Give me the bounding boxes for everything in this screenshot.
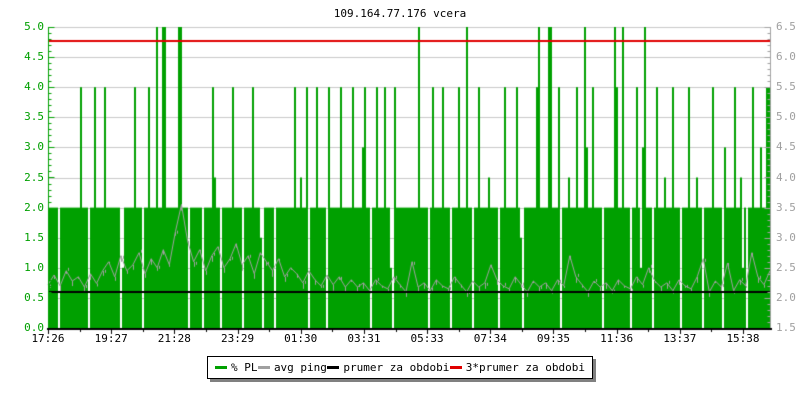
right-axis-tick-label: 3.0 xyxy=(776,230,796,244)
legend: % PL avg ping prumer za obdobi 3*prumer za … xyxy=(207,356,593,379)
left-axis-tick-label: 1.0 xyxy=(24,260,44,274)
x-axis-tick-label: 01:30 xyxy=(284,332,318,345)
left-axis-tick-label: 4.0 xyxy=(24,80,44,94)
legend-item: % PL xyxy=(215,361,258,374)
left-axis-tick-label: 5.0 xyxy=(24,20,44,33)
x-axis-tick-label: 13:37 xyxy=(663,332,697,345)
x-axis-tick-label: 17:26 xyxy=(31,332,65,345)
left-axis-tick-label: 3.5 xyxy=(24,110,44,124)
x-axis-tick-label: 23:29 xyxy=(220,332,255,345)
left-axis-tick-label: 2.0 xyxy=(24,200,44,214)
x-axis-tick-label: 09:35 xyxy=(536,332,571,345)
x-axis-tick-label: 03:31 xyxy=(347,332,381,345)
x-axis-tick-label: 19:27 xyxy=(94,332,128,345)
x-axis-tick-label: 15:38 xyxy=(726,332,760,345)
legend-label: prumer za obdobi xyxy=(343,361,450,374)
left-axis-tick-label: 1.5 xyxy=(24,230,44,244)
right-axis-tick-label: 3.5 xyxy=(776,200,796,214)
right-axis-tick-label: 4.0 xyxy=(776,170,796,184)
right-axis-tick-label: 1.5 xyxy=(776,321,796,334)
x-axis-tick-label: 21:28 xyxy=(157,332,191,345)
left-axis-tick-label: 3.0 xyxy=(24,140,44,154)
legend-item: 3*prumer za obdobi xyxy=(449,361,585,374)
right-axis-tick-label: 2.5 xyxy=(776,260,796,274)
left-axis-tick-label: 0.5 xyxy=(24,290,44,304)
x-axis-tick-label: 05:33 xyxy=(410,332,444,345)
left-axis-tick-label: 2.5 xyxy=(24,170,44,184)
x-axis-tick-label: 11:36 xyxy=(600,332,634,345)
legend-swatch-icon xyxy=(327,366,340,369)
legend-label: avg ping xyxy=(273,361,327,374)
legend-swatch-icon xyxy=(215,366,227,369)
legend-label: % PL xyxy=(231,361,258,374)
right-axis-tick-label: 4.5 xyxy=(776,140,796,154)
left-axis-tick-label: 4.5 xyxy=(24,50,44,64)
right-axis-tick-label: 5.0 xyxy=(776,110,796,124)
left-axis-tick-label: 0.0 xyxy=(24,321,44,334)
legend-item: prumer za obdobi xyxy=(327,361,449,374)
right-axis-tick-label: 6.0 xyxy=(776,50,796,64)
legend-swatch-icon xyxy=(449,366,462,369)
right-axis-tick-label: 2.0 xyxy=(776,290,796,304)
legend-item: avg ping xyxy=(257,361,327,374)
legend-label: 3*prumer za obdobi xyxy=(465,361,585,374)
right-axis-tick-label: 5.5 xyxy=(776,80,796,94)
right-axis-tick-label: 6.5 xyxy=(776,20,796,33)
x-axis-tick-label: 07:34 xyxy=(473,332,507,345)
legend-swatch-icon xyxy=(257,366,270,369)
